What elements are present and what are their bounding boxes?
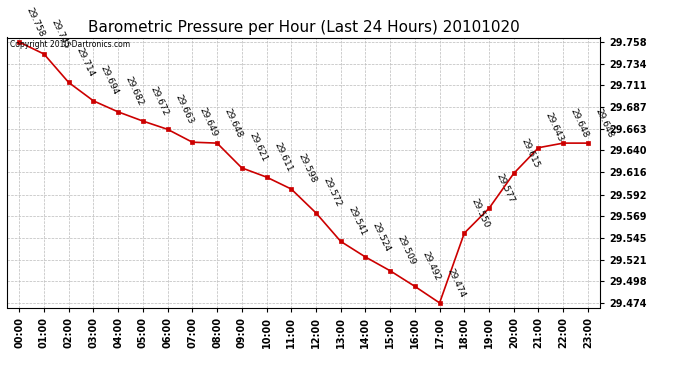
Text: 29.648: 29.648 [593,107,615,139]
Text: 29.621: 29.621 [247,132,269,164]
Title: Barometric Pressure per Hour (Last 24 Hours) 20101020: Barometric Pressure per Hour (Last 24 Ho… [88,20,520,35]
Text: 29.648: 29.648 [223,107,244,139]
Text: 29.598: 29.598 [297,153,318,185]
Text: 29.745: 29.745 [50,18,71,50]
Text: 29.672: 29.672 [148,85,170,117]
Text: 29.492: 29.492 [420,250,442,282]
Text: 29.649: 29.649 [198,106,219,138]
Text: 29.663: 29.663 [173,93,195,125]
Text: Copyright 2010 Dartronics.com: Copyright 2010 Dartronics.com [10,40,130,49]
Text: 29.758: 29.758 [25,6,46,38]
Text: 29.648: 29.648 [569,107,590,139]
Text: 29.474: 29.474 [445,267,466,299]
Text: 29.550: 29.550 [470,196,491,229]
Text: 29.509: 29.509 [395,234,417,267]
Text: 29.694: 29.694 [99,64,121,97]
Text: 29.524: 29.524 [371,221,393,253]
Text: 29.615: 29.615 [520,137,541,169]
Text: 29.541: 29.541 [346,205,368,237]
Text: 29.572: 29.572 [322,177,343,209]
Text: 29.577: 29.577 [495,172,516,204]
Text: 29.682: 29.682 [124,75,145,108]
Text: 29.643: 29.643 [544,111,566,144]
Text: 29.714: 29.714 [75,46,96,78]
Text: 29.611: 29.611 [272,141,293,173]
